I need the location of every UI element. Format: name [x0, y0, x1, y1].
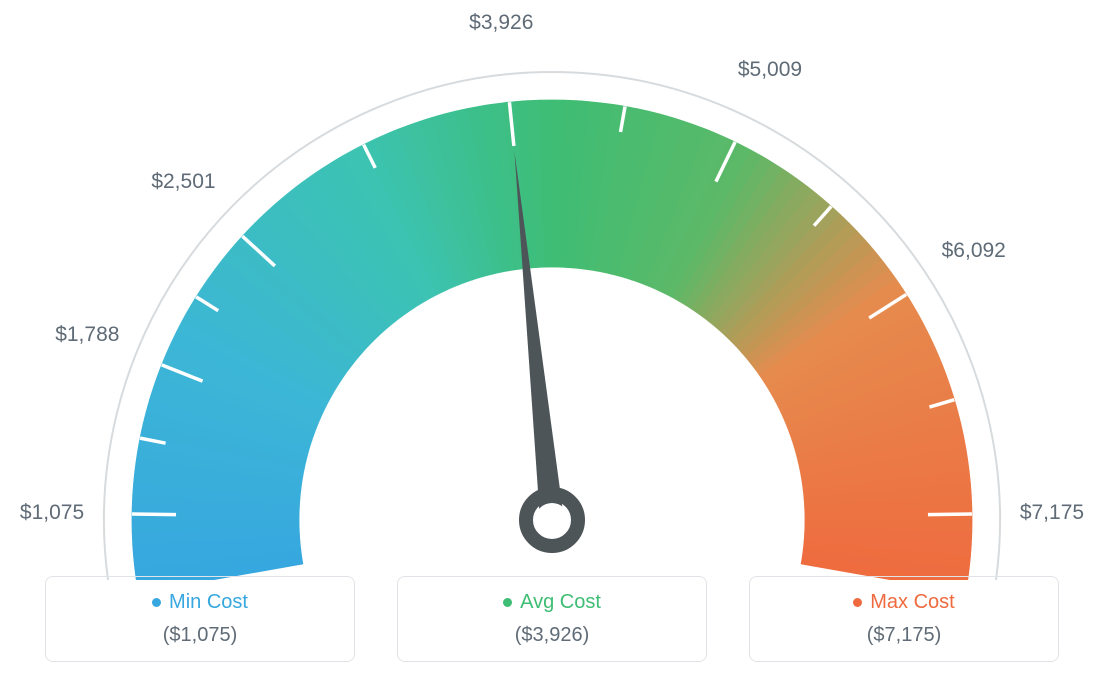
- legend-min-label: Min Cost: [169, 591, 248, 614]
- legend-avg-top: Avg Cost: [503, 591, 601, 614]
- gauge-svg: [0, 20, 1104, 580]
- legend-max-label: Max Cost: [870, 591, 954, 614]
- gauge-tick-label: $1,075: [20, 501, 84, 525]
- legend-min-value: ($1,075): [163, 624, 238, 647]
- gauge-tick-label: $5,009: [738, 58, 802, 82]
- legend-max-top: Max Cost: [853, 591, 954, 614]
- legend-card-max: Max Cost ($7,175): [749, 576, 1059, 662]
- gauge-tick-label: $3,926: [469, 11, 533, 35]
- legend-card-min: Min Cost ($1,075): [45, 576, 355, 662]
- legend-min-dot: [152, 598, 161, 607]
- legend-row: Min Cost ($1,075) Avg Cost ($3,926) Max …: [0, 576, 1104, 662]
- legend-avg-value: ($3,926): [515, 624, 590, 647]
- gauge-tick-label: $2,501: [151, 170, 215, 194]
- gauge-chart: $1,075 $1,788 $2,501 $3,926 $5,009 $6,092 $7,1…: [0, 0, 1104, 560]
- legend-card-avg: Avg Cost ($3,926): [397, 576, 707, 662]
- legend-avg-label: Avg Cost: [520, 591, 601, 614]
- gauge-tick-label: $7,175: [1020, 501, 1084, 525]
- legend-avg-dot: [503, 598, 512, 607]
- legend-max-dot: [853, 598, 862, 607]
- gauge-tick-label: $1,788: [55, 323, 119, 347]
- gauge-tick-label: $6,092: [942, 239, 1006, 263]
- legend-min-top: Min Cost: [152, 591, 248, 614]
- legend-max-value: ($7,175): [867, 624, 942, 647]
